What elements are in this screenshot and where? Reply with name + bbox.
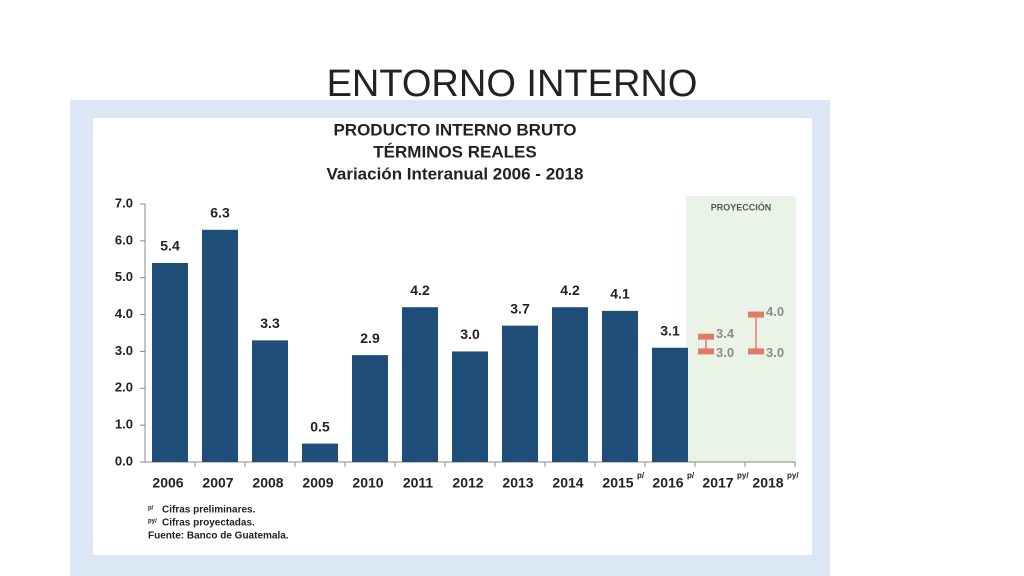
projection-low: [748, 348, 764, 355]
value-label: 4.2: [410, 282, 430, 298]
x-tick-label: 2007: [202, 475, 233, 491]
x-tick-label: 2017: [702, 475, 733, 491]
value-label: 3.1: [660, 322, 680, 338]
x-tick-label: 2008: [252, 475, 283, 491]
footnote-mark: py/: [148, 519, 157, 525]
projection-high-label: 3.4: [716, 326, 735, 341]
x-tick-label: 2006: [152, 475, 183, 491]
x-tick-note: p/: [637, 471, 645, 480]
footnote-text: Cifras proyectadas.: [162, 518, 255, 529]
x-tick-label: 2010: [352, 475, 383, 491]
value-label: 6.3: [210, 205, 230, 221]
y-tick-label: 3.0: [115, 343, 133, 358]
value-label: 5.4: [160, 238, 180, 254]
y-tick-label: 6.0: [115, 232, 133, 247]
chart-title: PRODUCTO INTERNO BRUTO: [333, 120, 576, 139]
projection-area: [686, 196, 796, 462]
x-tick-note: py/: [787, 471, 799, 480]
x-tick-label: 2013: [502, 475, 533, 491]
projection-low: [698, 348, 714, 355]
y-tick-label: 2.0: [115, 380, 133, 395]
y-tick-label: 1.0: [115, 417, 133, 432]
projection-low-label: 3.0: [716, 345, 734, 360]
projection-label: PROYECCIÓN: [711, 201, 772, 212]
x-tick-note: p/: [687, 471, 695, 480]
chart-title: Variación Interanual 2006 - 2018: [326, 164, 583, 183]
x-tick-label: 2015: [602, 475, 633, 491]
bar: [452, 351, 488, 462]
x-tick-label: 2018: [752, 475, 783, 491]
bar: [302, 443, 338, 462]
value-label: 2.9: [360, 330, 380, 346]
projection-high-label: 4.0: [766, 304, 784, 319]
source: Fuente: Banco de Guatemala.: [148, 531, 289, 542]
slide-title: ENTORNO INTERNO: [327, 63, 698, 105]
x-tick-label: 2014: [552, 475, 583, 491]
chart-title: TÉRMINOS REALES: [373, 142, 536, 161]
projection-high: [748, 311, 764, 318]
projection-high: [698, 333, 714, 340]
x-tick-label: 2009: [302, 475, 333, 491]
y-tick-label: 0.0: [115, 453, 133, 468]
bar: [552, 307, 588, 462]
y-tick-label: 4.0: [115, 306, 133, 321]
value-label: 3.7: [510, 300, 530, 316]
value-label: 0.5: [310, 418, 330, 434]
value-label: 4.2: [560, 282, 580, 298]
x-tick-label: 2012: [452, 475, 483, 491]
bar: [502, 325, 538, 462]
value-label: 3.0: [460, 326, 480, 342]
footnote-mark: p/: [148, 506, 154, 512]
bar: [202, 229, 238, 462]
bar: [402, 307, 438, 462]
value-label: 4.1: [610, 286, 630, 302]
x-tick-label: 2016: [652, 475, 683, 491]
y-tick-label: 7.0: [115, 195, 133, 210]
bar: [602, 310, 638, 462]
bar: [252, 340, 288, 462]
value-label: 3.3: [260, 315, 280, 331]
bar: [152, 262, 188, 462]
bar: [652, 347, 688, 462]
footnote-text: Cifras preliminares.: [162, 505, 256, 516]
x-tick-label: 2011: [403, 475, 434, 491]
x-tick-note: py/: [737, 471, 749, 480]
bar: [352, 355, 388, 462]
projection-low-label: 3.0: [766, 345, 784, 360]
y-tick-label: 5.0: [115, 269, 133, 284]
